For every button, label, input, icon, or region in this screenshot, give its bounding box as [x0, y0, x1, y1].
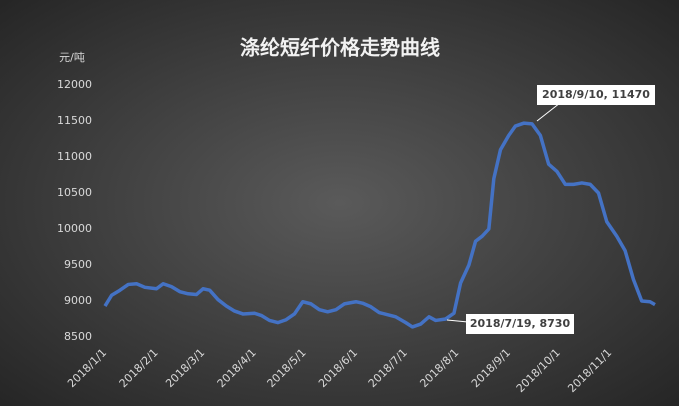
callout-line: [446, 319, 469, 323]
y-tick-label: 8500: [64, 330, 92, 343]
callout-box: [537, 85, 655, 105]
y-axis-label: 元/吨: [59, 51, 85, 64]
data-line: [103, 121, 656, 329]
annotation-text: 2018/7/19, 8730: [470, 317, 571, 330]
y-tick-label: 11500: [57, 114, 92, 127]
annotation-text: 2018/9/10, 11470: [542, 88, 650, 101]
annotation: 2018/7/19, 8730: [446, 314, 574, 334]
y-tick-label: 9500: [64, 258, 92, 271]
annotation: 2018/9/10, 11470: [536, 85, 655, 122]
y-tick-label: 10000: [57, 222, 92, 235]
y-tick-label: 9000: [64, 294, 92, 307]
callout-line: [536, 102, 561, 122]
chart-title: 涤纶短纤价格走势曲线: [240, 36, 440, 60]
y-tick-label: 10500: [57, 186, 92, 199]
y-tick-label: 11000: [57, 150, 92, 163]
y-tick-label: 12000: [57, 78, 92, 91]
callout-box: [466, 314, 574, 334]
